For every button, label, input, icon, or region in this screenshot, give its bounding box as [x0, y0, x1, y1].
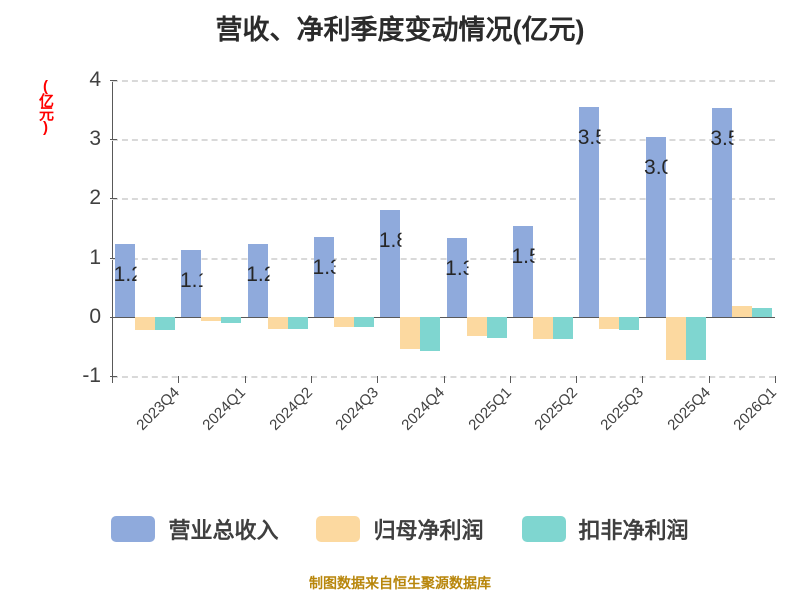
- gridline: [112, 257, 775, 260]
- x-tick: [775, 376, 776, 383]
- bar-2023Q4-deducted-net-profit: [155, 316, 176, 331]
- y-tick: [110, 80, 117, 81]
- chart-title: 营收、净利季度变动情况(亿元): [215, 15, 585, 45]
- bar-2026Q1-net-profit: [731, 306, 752, 317]
- y-tick-label: 4: [89, 68, 101, 91]
- y-tick-label: 0: [89, 304, 101, 328]
- x-tick-label-2025Q2: 2025Q2: [531, 384, 581, 434]
- legend-item[interactable]: 扣非净利润: [521, 513, 689, 545]
- bar-2024Q4-revenue: [380, 209, 401, 317]
- bar-2024Q2-revenue: [247, 243, 268, 317]
- bar-2024Q3-net-profit: [334, 316, 355, 328]
- bar-2025Q3-deducted-net-profit: [619, 316, 640, 330]
- legend-swatch-icon: [111, 516, 156, 542]
- y-tick: [110, 139, 117, 141]
- footer-source-note: 制图数据来自恒生聚源数据库: [309, 575, 491, 591]
- gridline: [112, 80, 775, 82]
- zero-line: [112, 316, 775, 318]
- bar-2024Q3-revenue: [314, 236, 335, 317]
- x-tick: [310, 376, 312, 383]
- x-tick-label-2024Q1: 2024Q1: [199, 384, 250, 434]
- data-label: 1.23: [113, 262, 137, 286]
- bar-2025Q3-net-profit: [599, 316, 620, 329]
- bar-2025Q4-net-profit: [665, 316, 686, 360]
- data-label: 1.33: [445, 257, 468, 281]
- y-tick: [110, 316, 117, 318]
- bar-2024Q4-net-profit: [400, 316, 421, 350]
- y-tick-label: 2: [89, 186, 101, 210]
- x-tick-label-2024Q2: 2024Q2: [265, 384, 316, 434]
- x-tick: [642, 376, 644, 383]
- x-tick-label-2026Q1: 2026Q1: [730, 384, 780, 434]
- bar-2024Q1-net-profit: [201, 316, 222, 321]
- bar-2025Q4-deducted-net-profit: [685, 316, 706, 360]
- x-tick: [244, 376, 246, 383]
- data-label: 1.53: [511, 245, 534, 269]
- y-tick: [110, 198, 117, 200]
- x-tick-label-2025Q1: 2025Q1: [464, 384, 515, 434]
- x-tick: [377, 376, 379, 383]
- x-tick: [708, 376, 710, 383]
- x-tick: [178, 376, 180, 383]
- gridline: [112, 198, 775, 201]
- bar-2024Q2-deducted-net-profit: [287, 316, 308, 329]
- y-tick: [110, 257, 117, 259]
- legend-label: 归母净利润: [373, 518, 484, 543]
- bar-2025Q2-net-profit: [532, 316, 553, 339]
- bar-2025Q2-revenue: [512, 226, 533, 317]
- x-tick-label-2025Q4: 2025Q4: [663, 384, 714, 434]
- x-tick: [112, 376, 113, 383]
- data-label: 1.23: [246, 262, 269, 286]
- bar-2025Q1-net-profit: [466, 316, 487, 337]
- bar-2024Q1-revenue: [181, 249, 202, 317]
- y-tick-label: -1: [82, 364, 101, 387]
- y-tick-label: 3: [89, 127, 101, 151]
- data-label: 3.53: [710, 126, 733, 150]
- bar-2025Q1-revenue: [446, 238, 467, 317]
- y-axis-line: [112, 80, 113, 376]
- chart-legend: 营业总收入 归母净利润 扣非净利润: [0, 513, 800, 545]
- data-label: 1.35: [312, 255, 336, 279]
- x-tick: [509, 376, 511, 383]
- x-tick: [443, 376, 445, 383]
- bar-2026Q1-revenue: [711, 107, 732, 317]
- legend-label: 扣非净利润: [578, 518, 689, 543]
- data-label: 3.55: [577, 125, 601, 149]
- x-tick: [576, 376, 578, 383]
- x-tick-label-2024Q4: 2024Q4: [398, 384, 449, 434]
- bar-2025Q2-deducted-net-profit: [552, 316, 573, 340]
- x-tick-label-2025Q3: 2025Q3: [597, 384, 648, 434]
- legend-item[interactable]: 营业总收入: [111, 513, 278, 545]
- legend-label: 营业总收入: [168, 518, 279, 543]
- gridline: [112, 139, 775, 142]
- data-label: 1.81: [378, 228, 402, 252]
- plot-area: -1 0 1 2 3 4 1.23 1.13 1.23 1.35 1.81 1.33 1.53 3.55…: [82, 68, 780, 434]
- legend-swatch-icon: [521, 516, 566, 542]
- bar-2026Q1-deducted-net-profit: [751, 307, 772, 317]
- y-axis-title: (亿元): [37, 78, 54, 134]
- bar-2024Q3-deducted-net-profit: [354, 316, 375, 328]
- bar-2024Q1-deducted-net-profit: [221, 316, 242, 323]
- y-tick-label: 1: [89, 245, 101, 269]
- bar-2025Q1-deducted-net-profit: [486, 316, 507, 338]
- bar-2023Q4-revenue: [115, 243, 136, 317]
- x-tick-label-2024Q3: 2024Q3: [332, 384, 383, 434]
- data-label: 3.03: [644, 156, 667, 180]
- bar-2025Q3-revenue: [579, 106, 600, 317]
- bar-2024Q4-deducted-net-profit: [420, 316, 441, 351]
- y-tick: [110, 376, 117, 377]
- bar-2023Q4-net-profit: [135, 316, 156, 331]
- data-label: 1.13: [179, 268, 203, 292]
- legend-swatch-icon: [316, 516, 361, 542]
- bar-2025Q4-revenue: [645, 137, 666, 317]
- legend-item[interactable]: 归母净利润: [316, 513, 484, 545]
- x-tick-label-2023Q4: 2023Q4: [133, 384, 184, 434]
- bar-2024Q2-net-profit: [267, 316, 288, 329]
